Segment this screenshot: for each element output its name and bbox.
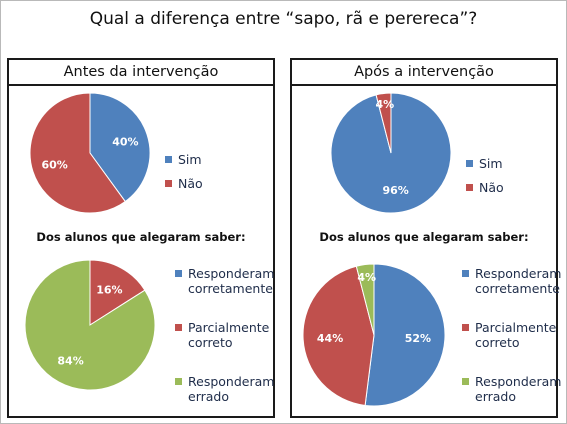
pie-chart-after-answers: 52% 44% 4% bbox=[302, 263, 446, 407]
pie-slice bbox=[29, 92, 126, 214]
pie-chart-before-know: 40% 60% bbox=[29, 92, 151, 214]
pie-slice bbox=[89, 259, 146, 326]
panel-before-heading: Antes da intervenção bbox=[9, 60, 273, 86]
legend-label: Parcialmente correto bbox=[475, 320, 557, 350]
slice-data-label: 84% bbox=[57, 354, 83, 367]
slice-data-label: 52% bbox=[405, 332, 431, 345]
legend-swatch bbox=[462, 270, 469, 277]
slice-data-label: 60% bbox=[41, 158, 67, 171]
legend-label: Sim bbox=[178, 152, 202, 167]
slice-data-label: 4% bbox=[375, 98, 394, 111]
legend-label: Não bbox=[479, 180, 504, 195]
legend-swatch bbox=[175, 378, 182, 385]
legend-swatch bbox=[462, 378, 469, 385]
slice-data-label: 40% bbox=[112, 136, 138, 149]
pie-slice bbox=[364, 263, 446, 407]
legend-swatch bbox=[165, 156, 172, 163]
slice-data-label: 96% bbox=[382, 184, 408, 197]
legend-swatch bbox=[175, 270, 182, 277]
panel-after-heading: Após a intervenção bbox=[292, 60, 556, 86]
legend-label: Responderam errado bbox=[188, 374, 275, 404]
pie-slice bbox=[375, 92, 392, 154]
pie-chart-after-know: 96% 4% bbox=[330, 92, 452, 214]
pie-slice bbox=[24, 259, 156, 391]
slice-data-label: 44% bbox=[317, 332, 343, 345]
panel-before-subheading: Dos alunos que alegaram saber: bbox=[36, 230, 246, 244]
legend-label: Responderam errado bbox=[475, 374, 562, 404]
legend-swatch bbox=[466, 160, 473, 167]
legend-swatch bbox=[462, 324, 469, 331]
pie-chart-before-answers: 16% 84% bbox=[24, 259, 156, 391]
figure-title: Qual a diferença entre “sapo, rã e perer… bbox=[89, 9, 478, 29]
legend-swatch bbox=[466, 184, 473, 191]
slice-data-label: 4% bbox=[357, 271, 376, 284]
legend-label: Sim bbox=[479, 156, 503, 171]
pie-slice bbox=[355, 263, 375, 336]
legend-label: Parcialmente correto bbox=[188, 320, 270, 350]
legend-swatch bbox=[165, 180, 172, 187]
legend-label: Responderam corretamente bbox=[475, 266, 562, 296]
slice-data-label: 16% bbox=[96, 284, 122, 297]
legend-label: Responderam corretamente bbox=[188, 266, 275, 296]
legend-swatch bbox=[175, 324, 182, 331]
pie-slice bbox=[302, 265, 375, 406]
legend-label: Não bbox=[178, 176, 203, 191]
panel-after-subheading: Dos alunos que alegaram saber: bbox=[319, 230, 529, 244]
pie-slice bbox=[89, 92, 151, 203]
